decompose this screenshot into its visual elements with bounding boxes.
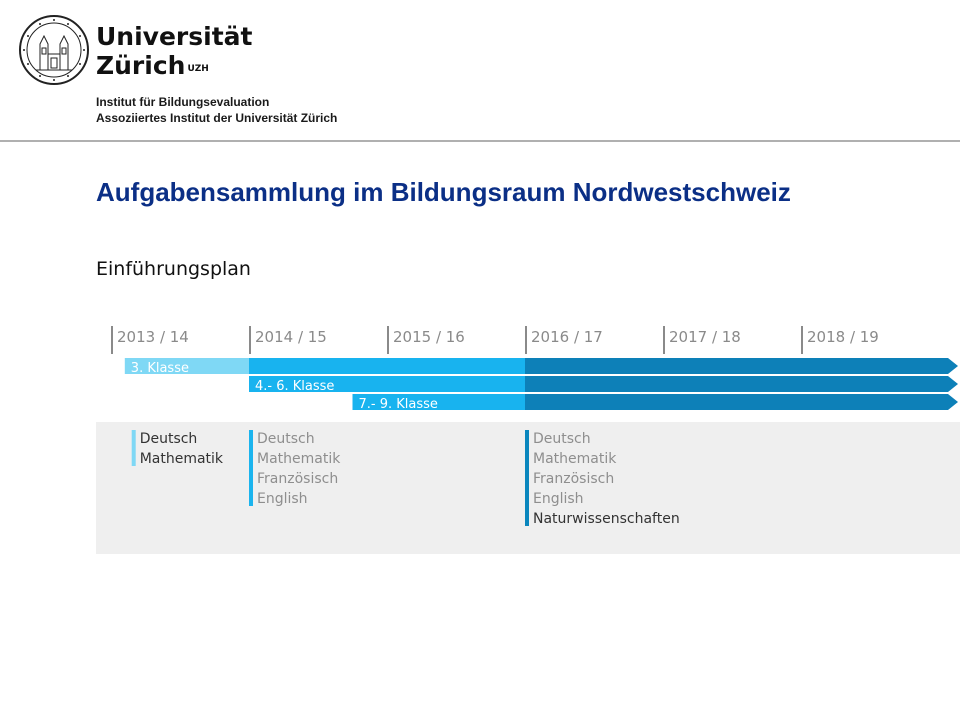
grade-bar-label: 4.- 6. Klasse (255, 379, 334, 394)
subject-label: English (533, 491, 584, 507)
header-divider (0, 140, 960, 142)
grade-bar-label: 3. Klasse (131, 361, 189, 376)
institute-affiliation: Assoziiertes Institut der Universität Zü… (96, 111, 338, 125)
subject-label: Naturwissenschaften (533, 511, 680, 527)
grade-bar-arrowhead (948, 394, 958, 410)
grade-bar-label: 7.- 9. Klasse (359, 397, 438, 412)
university-city: Zürich (96, 51, 186, 80)
grade-bar: 7.- 9. Klasse (352, 394, 958, 412)
slide-subtitle: Einführungsplan (96, 258, 251, 280)
year-label: 2014 / 15 (255, 328, 327, 346)
university-name-line2: Zürich UZH (96, 51, 252, 80)
year-tick (249, 326, 251, 354)
year-tick (111, 326, 113, 354)
grade-bar-segment (249, 358, 525, 374)
year-tick (801, 326, 803, 354)
year-label: 2018 / 19 (807, 328, 879, 346)
university-name-line1: Universität (96, 22, 253, 51)
grade-bar-segment (525, 358, 948, 374)
timeline-canvas: 2013 / 14 2014 / 15 2015 / 16 2016 / 17 2017… (96, 326, 960, 554)
grade-bar-arrowhead (948, 358, 958, 374)
subject-group-marker (249, 430, 253, 506)
year-label: 2017 / 18 (669, 328, 741, 346)
subject-label: Mathematik (140, 451, 224, 467)
grade-bar-arrowhead (948, 376, 958, 392)
grade-bar-segment (352, 394, 525, 410)
subject-label: Französisch (257, 471, 338, 487)
grade-bar: 4.- 6. Klasse (249, 376, 958, 394)
year-tick (663, 326, 665, 354)
institute-name: Institut für Bildungsevaluation (96, 95, 270, 109)
grade-bar-segment (124, 358, 249, 374)
subject-label: English (257, 491, 308, 507)
timeline-diagram: 2013 / 14 2014 / 15 2015 / 16 2016 / 17 2017… (96, 318, 960, 554)
slide-title: Aufgabensammlung im Bildungsraum Nordwes… (96, 177, 791, 207)
grade-bar-segment (525, 376, 948, 392)
subject-label: Deutsch (257, 431, 315, 447)
grade-bar-segment (525, 394, 948, 410)
year-tick (387, 326, 389, 354)
subject-label: Französisch (533, 471, 614, 487)
subject-group-marker (525, 430, 529, 526)
year-label: 2016 / 17 (531, 328, 603, 346)
university-name: Universität Zürich UZH (96, 22, 252, 80)
year-tick (525, 326, 527, 354)
institute-info: Institut für Bildungsevaluation Assoziie… (96, 94, 337, 126)
university-abbr: UZH (187, 64, 209, 74)
year-label: 2015 / 16 (393, 328, 465, 346)
grade-bar: 3. Klasse (124, 358, 958, 376)
subject-label: Deutsch (140, 431, 198, 447)
uzh-seal-logo (19, 15, 89, 85)
subject-label: Mathematik (257, 451, 341, 467)
year-label: 2013 / 14 (117, 328, 189, 346)
subject-label: Deutsch (533, 431, 591, 447)
subject-group-marker (131, 430, 136, 466)
grade-bar-segment (249, 376, 525, 392)
subject-label: Mathematik (533, 451, 617, 467)
